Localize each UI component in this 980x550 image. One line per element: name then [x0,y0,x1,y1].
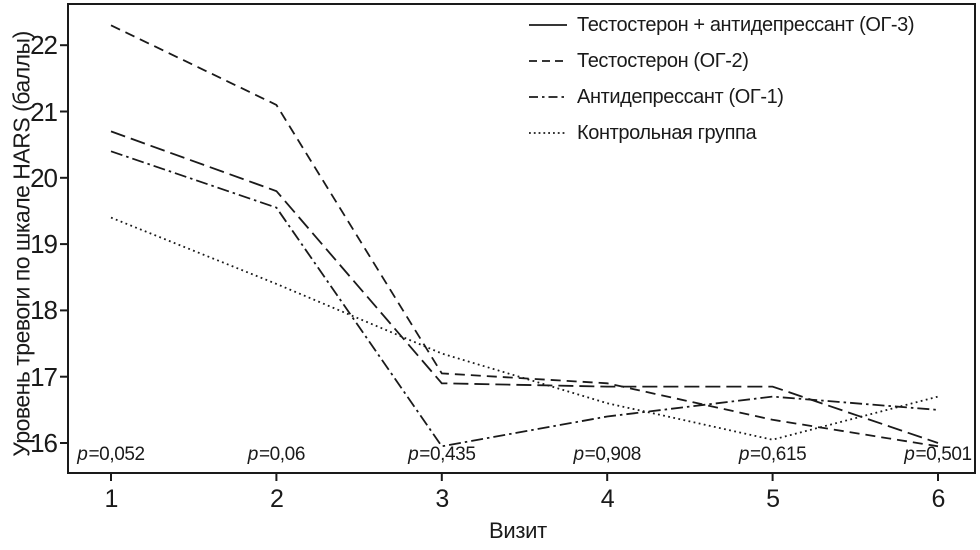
legend-line-dotted-icon [529,132,567,134]
x-tick-label: 2 [269,485,284,513]
x-axis-title: Визит [489,518,547,543]
legend-label: Контрольная группа [577,121,757,144]
legend-line-solid-icon [529,24,567,26]
y-tick-label: 17 [30,361,58,392]
p-value-label: p=0,06 [247,444,306,465]
p-value-label: p=0,052 [77,444,145,465]
x-tick-label: 5 [766,485,780,513]
y-tick-label: 21 [30,96,58,127]
y-tick-label: 16 [30,428,58,458]
plot-frame [67,3,976,474]
legend-line-dashed-icon [529,60,567,62]
series-line-3 [110,150,939,448]
legend-label: Антидепрессант (ОГ-1) [577,85,784,108]
legend-label: Тестостерон (ОГ-2) [577,49,749,72]
p-value-label: p=0,615 [738,444,807,465]
legend-item: Тестостерон (ОГ-2) [528,43,914,79]
p-value-label: p=0,435 [408,444,476,465]
legend-item: Тестостерон + антидепрессант (ОГ-3) [528,7,915,43]
y-tick-label: 18 [30,295,58,326]
legend-item: Антидепрессант (ОГ-1) [528,79,914,115]
legend-item: Контрольная группа [528,115,914,151]
x-tick-label: 1 [104,485,119,513]
p-value-label: p=0,908 [573,444,641,465]
legend-line-dashdot-icon [529,96,567,98]
x-tick-label: 6 [931,485,946,513]
y-tick-label: 22 [30,30,58,61]
p-value-label: p=0,501 [904,444,972,465]
y-tick-label: 19 [30,229,58,260]
x-tick-label: 4 [600,485,615,513]
x-tick-label: 3 [435,485,449,513]
series-line-1 [110,130,939,444]
series-line-4 [110,216,939,441]
series-line-2 [110,24,939,448]
legend: Тестостерон + антидепрессант (ОГ-3) Тест… [528,7,915,151]
y-tick-label: 20 [30,162,58,193]
legend-label: Тестостерон + антидепрессант (ОГ-3) [577,13,915,36]
